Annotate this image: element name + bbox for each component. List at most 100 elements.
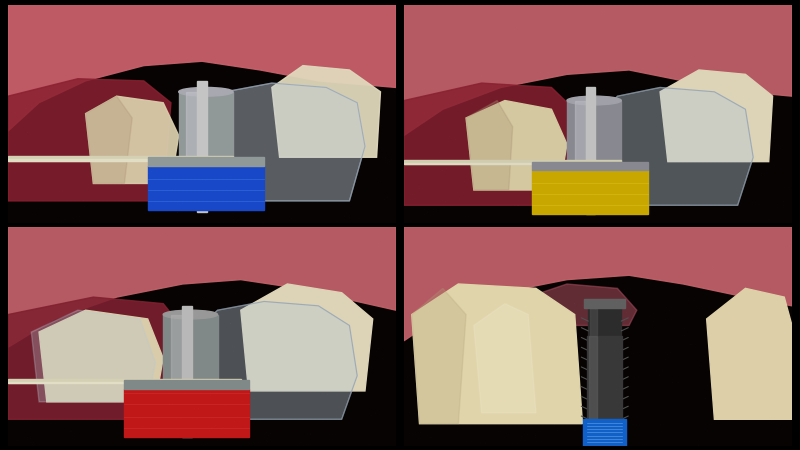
Point [468,107,481,114]
Point [331,149,344,156]
Point [261,438,274,445]
Point [101,95,114,103]
Point [543,286,556,293]
Point [542,192,554,199]
Point [539,111,552,118]
Point [140,107,153,114]
Point [446,314,459,321]
Point [246,388,258,396]
Point [17,169,30,176]
Point [35,39,48,46]
Point [467,278,480,285]
Point [203,428,216,436]
Point [736,284,749,291]
Point [755,292,768,299]
Point [164,429,177,436]
Point [71,174,84,181]
Point [301,182,314,189]
Point [389,125,402,132]
Point [761,165,774,172]
Point [519,98,532,105]
Point [746,271,759,278]
Point [416,346,429,353]
Point [570,193,582,200]
Point [372,135,385,143]
Point [726,436,739,443]
Point [574,115,586,122]
Ellipse shape [163,310,218,319]
Point [474,323,487,330]
Point [215,426,228,433]
Point [783,243,796,250]
Point [308,354,321,361]
Point [134,415,147,422]
Point [647,197,660,204]
Point [543,45,556,52]
Point [602,63,615,71]
Point [47,394,60,401]
Point [658,224,670,231]
Point [111,205,124,212]
Point [109,51,122,59]
Point [171,209,184,216]
Point [311,405,324,413]
Point [316,127,329,135]
Point [177,60,190,68]
Point [30,367,43,374]
Point [588,392,601,399]
Point [285,170,298,177]
Point [750,261,762,268]
Point [570,184,582,192]
Point [114,64,126,71]
Point [733,381,746,388]
Point [282,87,294,94]
Point [244,156,257,163]
Point [94,386,106,393]
Point [595,11,608,18]
Point [125,411,138,418]
Point [606,170,619,177]
Point [112,226,125,234]
Point [598,271,611,278]
Point [457,95,470,103]
Point [212,366,225,373]
Point [462,89,474,96]
Point [570,233,583,240]
Point [781,4,794,11]
Point [684,175,697,182]
Point [421,83,434,90]
Point [106,368,118,375]
Point [699,395,712,402]
Point [609,347,622,355]
Point [298,379,310,386]
Point [237,135,250,143]
Point [90,31,103,38]
Point [527,366,540,373]
Point [174,414,186,422]
Point [679,391,692,398]
Point [724,160,737,167]
Point [232,389,245,396]
Point [521,76,534,83]
Point [482,410,494,418]
Point [383,158,396,165]
Point [119,362,132,369]
Point [290,263,303,270]
Point [77,197,90,204]
Point [176,19,189,26]
Point [715,260,728,267]
Point [106,28,119,35]
Point [356,34,369,41]
Point [5,325,18,333]
Point [210,66,222,73]
Point [624,285,637,292]
Point [729,231,742,239]
Point [603,328,616,335]
Point [409,194,422,202]
Point [97,175,110,182]
Point [423,364,436,371]
Point [139,77,152,84]
Point [317,82,330,89]
Point [527,341,540,348]
Point [154,3,167,10]
